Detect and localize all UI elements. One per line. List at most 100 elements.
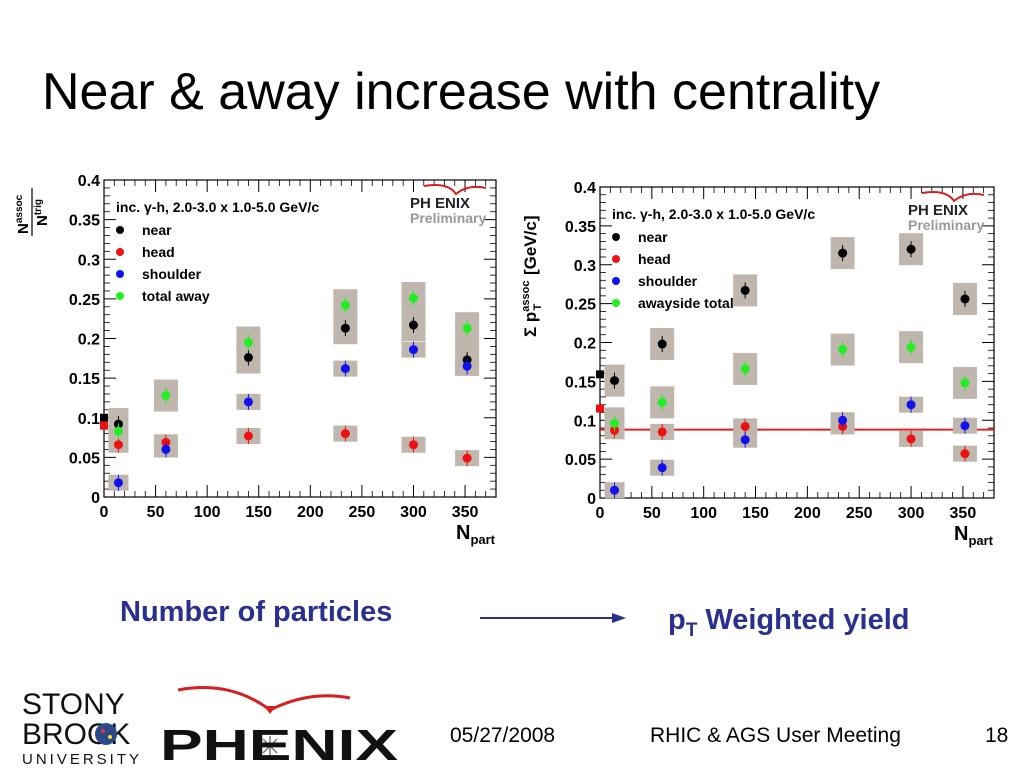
data-point: [408, 293, 418, 303]
y-tick-label: 0.15: [69, 371, 100, 388]
data-point: [340, 323, 350, 333]
x-tick-label: 100: [194, 504, 221, 521]
x-tick-label: 50: [147, 504, 165, 521]
y-axis-label: Nassoc Ntrig: [14, 188, 51, 236]
y-tick-label: 0: [91, 490, 100, 507]
caption-pt-letter: p: [668, 604, 686, 636]
legend-label: head: [638, 251, 671, 267]
x-tick-label: 0: [100, 504, 109, 521]
stony-brook-line1: STONY: [22, 688, 125, 721]
slide-title: Near & away increase with centrality: [42, 63, 881, 121]
data-point: [243, 353, 253, 363]
footer-page-number: 18: [985, 724, 1009, 747]
badge-experiment: PH ENIX: [908, 202, 968, 219]
x-axis-label: Npart: [954, 523, 994, 548]
data-point: [838, 415, 848, 425]
badge-arc-icon: [423, 184, 487, 196]
legend-marker: [116, 270, 124, 278]
x-tick-label: 100: [690, 505, 717, 522]
legend-label: near: [142, 222, 172, 238]
legend-label: shoulder: [638, 273, 698, 289]
footer-meeting: RHIC & AGS User Meeting: [650, 724, 901, 747]
data-point: [462, 361, 472, 371]
y-tick-label: 0.25: [565, 297, 596, 314]
x-tick-label: 200: [794, 505, 821, 522]
data-point: [610, 376, 620, 386]
x-tick-label: 300: [400, 504, 427, 521]
pp-reference-marker: [596, 404, 604, 413]
x-tick-label: 350: [950, 505, 977, 522]
data-point: [740, 364, 750, 374]
data-point: [657, 397, 667, 407]
y-axis-label-text: Σ passocT [GeV/c]: [520, 216, 544, 338]
data-point: [906, 342, 916, 352]
data-point: [960, 378, 970, 388]
x-tick-label: 150: [742, 505, 769, 522]
y-tick-label: 0.1: [574, 413, 596, 430]
y-tick-label: 0.15: [565, 374, 596, 391]
data-point: [960, 449, 970, 459]
data-point: [340, 300, 350, 310]
y-tick-label: 0.3: [78, 252, 100, 269]
data-point: [740, 435, 750, 445]
data-point: [906, 434, 916, 444]
legend-marker: [116, 248, 124, 256]
data-point: [462, 453, 472, 463]
data-point: [610, 418, 620, 428]
x-tick-label: 0: [596, 505, 605, 522]
caption-pt-sub: T: [685, 619, 698, 641]
x-tick-label: 300: [898, 505, 925, 522]
legend-marker: [612, 233, 620, 241]
legend-label: awayside total: [638, 295, 734, 311]
phenix-burst-icon: [260, 736, 280, 756]
y-axis-label-denominator: Ntrig: [33, 199, 51, 226]
legend-marker: [612, 299, 620, 307]
footer-date: 05/27/2008: [450, 724, 556, 747]
data-point: [161, 444, 171, 454]
data-point: [243, 431, 253, 441]
data-point: [610, 485, 620, 495]
badge-experiment: PH ENIX: [410, 195, 470, 212]
data-point: [657, 427, 667, 437]
data-point: [408, 440, 418, 450]
y-axis-label: Σ passocT [GeV/c]: [520, 216, 544, 338]
data-point: [657, 463, 667, 473]
x-tick-label: 200: [297, 504, 324, 521]
caption-number-of-particles: Number of particles: [120, 596, 393, 628]
data-point: [243, 337, 253, 347]
data-point: [408, 345, 418, 355]
x-tick-label: 250: [846, 505, 873, 522]
y-tick-label: 0.35: [565, 219, 596, 236]
data-point: [838, 248, 848, 258]
data-point: [960, 421, 970, 431]
chart-number-of-particles: 0 0.05 0.1 0.15 0.2 0.25 0.3 0.35 0.4 0 50 100 150 20…: [14, 173, 497, 547]
stony-brook-logo: STONY BROOK UNIVERSITY: [22, 688, 142, 766]
y-tick-label: 0.05: [565, 452, 596, 469]
data-point: [740, 421, 750, 431]
x-tick-label: 150: [245, 504, 272, 521]
phenix-wordmark: PHENIX: [160, 721, 398, 768]
legend-label: near: [638, 229, 668, 245]
pp-reference-marker: [100, 421, 108, 430]
stony-brook-line3: UNIVERSITY: [22, 751, 142, 766]
y-tick-label: 0: [587, 491, 596, 508]
y-tick-label: 0.2: [78, 332, 100, 349]
legend-label: shoulder: [142, 266, 202, 282]
y-tick-label: 0.25: [69, 292, 100, 309]
data-point: [113, 440, 123, 450]
legend-marker: [116, 226, 124, 234]
badge-preliminary: Preliminary: [410, 210, 486, 226]
legend-marker: [612, 255, 620, 263]
data-point: [906, 400, 916, 410]
data-point: [657, 339, 667, 349]
legend-label: head: [142, 244, 175, 260]
pp-reference-marker: [596, 370, 604, 379]
data-point: [243, 397, 253, 407]
x-tick-label: 50: [643, 505, 661, 522]
data-point: [906, 244, 916, 254]
legend-marker: [612, 277, 620, 285]
y-tick-label: 0.35: [69, 213, 100, 230]
y-tick-label: 0.2: [574, 336, 596, 353]
data-point: [340, 364, 350, 374]
y-tick-label: 0.4: [574, 180, 596, 197]
